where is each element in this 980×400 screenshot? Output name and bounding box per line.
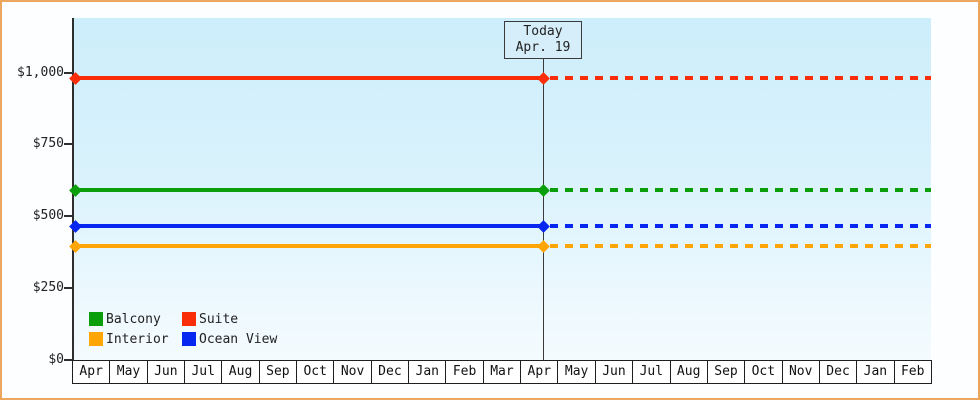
series-line-solid-suite <box>74 76 543 81</box>
month-cell: Nov <box>333 360 372 384</box>
month-cell: Jul <box>632 360 671 384</box>
series-line-solid-ocean-view <box>74 224 543 229</box>
month-cell: Apr <box>72 360 111 384</box>
month-cell: Jan <box>408 360 447 384</box>
legend: Balcony Suite Interior Ocean View <box>89 309 277 349</box>
series-line-dashed-ocean-view <box>550 224 931 229</box>
month-cell: Jun <box>146 360 186 384</box>
series-line-solid-balcony <box>74 188 543 193</box>
today-date: Apr. 19 <box>515 40 571 55</box>
month-cell: Dec <box>818 360 858 384</box>
legend-swatch <box>182 312 196 326</box>
y-tick-label: $1,000 <box>17 64 64 80</box>
month-cell: Jan <box>856 360 895 384</box>
y-tick-mark <box>64 215 72 218</box>
month-cell: Sep <box>706 360 746 384</box>
series-line-dashed-balcony <box>550 188 931 193</box>
month-cell: Feb <box>893 360 932 384</box>
month-cell: Apr <box>520 360 559 384</box>
month-cell: Sep <box>258 360 298 384</box>
y-tick-label: $750 <box>32 136 64 152</box>
legend-item-interior: Interior <box>89 329 182 349</box>
month-cell: May <box>109 360 148 384</box>
series-line-solid-interior <box>74 244 543 249</box>
legend-item-balcony: Balcony <box>89 309 182 329</box>
month-cell: Mar <box>482 360 522 384</box>
month-cell: Oct <box>296 360 335 384</box>
series-line-dashed-suite <box>550 76 931 81</box>
legend-label: Suite <box>199 311 239 327</box>
month-cell: Jul <box>184 360 223 384</box>
legend-item-suite: Suite <box>182 309 277 329</box>
legend-item-ocean-view: Ocean View <box>182 329 277 349</box>
y-tick-mark <box>64 287 72 290</box>
month-cell: Nov <box>781 360 820 384</box>
today-vertical-line <box>543 58 544 360</box>
month-cell: May <box>557 360 596 384</box>
today-label-box: Today Apr. 19 <box>504 21 582 59</box>
legend-swatch <box>182 332 196 346</box>
series-line-dashed-interior <box>550 244 931 249</box>
y-tick-mark <box>64 143 72 146</box>
month-cell: Jun <box>594 360 634 384</box>
legend-label: Interior <box>106 331 169 347</box>
y-tick-label: $0 <box>48 352 64 367</box>
y-tick-mark <box>64 359 72 361</box>
x-axis-month-row: Apr May Jun Jul Aug Sep Oct Nov Dec Jan Feb Mar Apr M… <box>72 360 932 384</box>
month-cell: Oct <box>744 360 783 384</box>
month-cell: Dec <box>370 360 410 384</box>
month-cell: Feb <box>445 360 484 384</box>
month-cell: Aug <box>669 360 708 384</box>
legend-label: Ocean View <box>199 331 278 347</box>
legend-swatch <box>89 312 103 326</box>
legend-swatch <box>89 332 103 346</box>
y-tick-label: $250 <box>32 280 64 296</box>
today-label: Today <box>523 24 563 39</box>
y-tick-mark <box>64 71 72 74</box>
month-cell: Aug <box>221 360 260 384</box>
y-tick-label: $500 <box>32 208 64 224</box>
legend-label: Balcony <box>106 311 161 327</box>
